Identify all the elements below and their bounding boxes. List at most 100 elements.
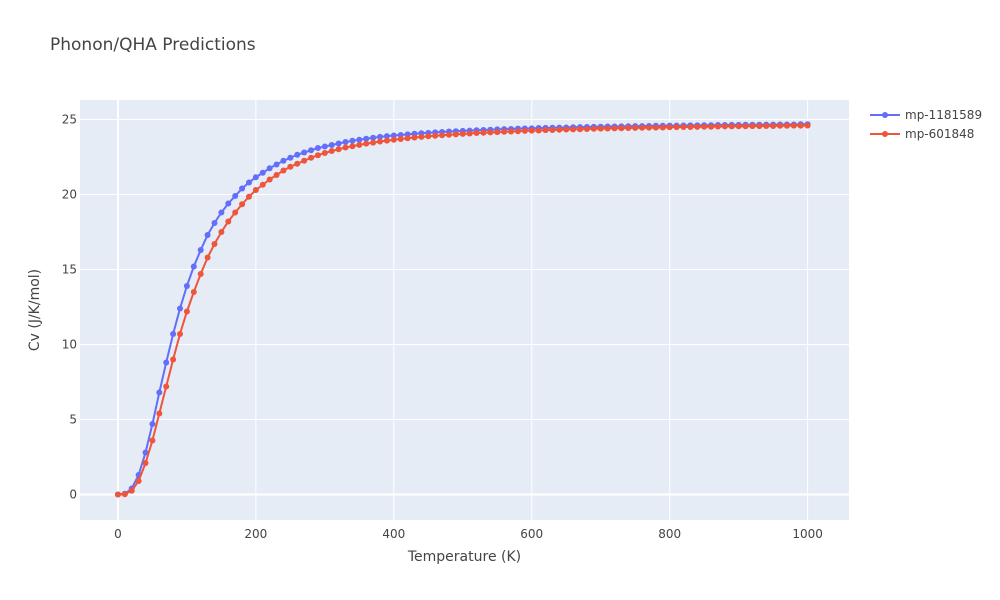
data-point <box>335 146 342 153</box>
data-point <box>121 491 128 498</box>
data-point <box>370 139 377 146</box>
data-point <box>149 421 156 427</box>
data-point <box>397 136 404 142</box>
data-point <box>625 125 632 132</box>
data-point <box>170 331 177 337</box>
data-point <box>528 127 535 134</box>
data-point <box>142 449 149 456</box>
x-tick-label: 600 <box>520 527 543 541</box>
data-point <box>170 356 177 363</box>
data-point <box>321 149 328 156</box>
data-point <box>252 174 259 181</box>
data-point <box>128 487 135 494</box>
legend-swatch-marker <box>882 131 888 137</box>
data-point <box>135 478 142 484</box>
data-point <box>432 132 439 139</box>
legend-swatch-marker <box>882 112 888 118</box>
chart-title: Phonon/QHA Predictions <box>50 35 256 55</box>
data-point <box>645 124 652 131</box>
data-point <box>163 359 170 366</box>
legend: mp-1181589 mp-601848 <box>870 108 982 141</box>
data-point <box>549 127 556 133</box>
data-point <box>797 122 804 129</box>
data-point <box>356 136 363 143</box>
x-tick-label: 0 <box>114 527 122 541</box>
plot-background <box>80 100 849 520</box>
data-point <box>239 185 246 192</box>
data-point <box>314 145 321 151</box>
data-point <box>404 135 411 142</box>
data-point <box>349 143 356 150</box>
legend-label: mp-601848 <box>905 127 974 141</box>
legend-item: mp-601848 <box>870 127 974 141</box>
data-point <box>514 128 521 135</box>
data-point <box>535 127 542 134</box>
x-axis-label: Temperature (K) <box>407 549 521 565</box>
data-point <box>259 169 266 176</box>
y-tick-label: 10 <box>62 338 77 352</box>
data-point <box>349 137 356 144</box>
data-point <box>252 187 259 193</box>
data-point <box>156 410 163 417</box>
data-point <box>721 123 728 130</box>
data-point <box>308 154 315 161</box>
data-point <box>183 283 190 289</box>
data-point <box>604 125 611 132</box>
data-point <box>232 193 239 199</box>
data-point <box>377 138 384 145</box>
data-point <box>694 123 701 130</box>
y-tick-labels: 0 5 10 15 20 25 <box>62 113 77 502</box>
data-point <box>480 129 487 136</box>
x-tick-label: 800 <box>658 527 681 541</box>
data-point <box>266 165 273 172</box>
legend-label: mp-1181589 <box>905 108 982 122</box>
y-tick-label: 5 <box>69 413 77 427</box>
data-point <box>418 133 425 140</box>
data-point <box>673 124 680 131</box>
data-point <box>597 125 604 132</box>
data-point <box>804 122 811 129</box>
data-point <box>294 151 301 158</box>
data-point <box>301 157 308 164</box>
data-point <box>370 134 377 141</box>
data-point <box>211 241 218 247</box>
y-tick-label: 15 <box>62 263 77 277</box>
data-point <box>790 122 797 129</box>
data-point <box>177 305 184 312</box>
data-point <box>390 136 397 143</box>
data-point <box>363 140 370 147</box>
x-tick-label: 1000 <box>792 527 823 541</box>
data-point <box>232 209 239 216</box>
x-tick-labels: 0 200 400 600 800 1000 <box>114 527 823 541</box>
data-point <box>363 135 370 142</box>
data-point <box>708 123 715 130</box>
data-point <box>563 126 570 133</box>
data-point <box>556 126 563 133</box>
data-point <box>770 122 777 129</box>
data-point <box>377 133 384 140</box>
data-point <box>701 123 708 130</box>
data-point <box>583 125 590 132</box>
data-point <box>335 140 342 147</box>
y-tick-label: 25 <box>62 113 77 127</box>
y-axis-label: Cv (J/K/mol) <box>27 269 43 351</box>
data-point <box>666 124 673 131</box>
data-point <box>521 127 528 134</box>
data-point <box>763 122 770 129</box>
data-point <box>197 247 204 253</box>
data-point <box>308 147 315 154</box>
data-point <box>163 383 170 390</box>
series-mp-601848 <box>114 122 811 498</box>
data-point <box>280 157 287 164</box>
data-point <box>328 142 335 148</box>
x-tick-label: 400 <box>382 527 405 541</box>
data-point <box>487 129 494 136</box>
data-point <box>680 124 687 130</box>
data-point <box>611 125 618 132</box>
series-layer <box>114 121 811 498</box>
data-point <box>342 139 349 145</box>
data-point <box>577 126 584 133</box>
data-point <box>590 125 597 132</box>
data-point <box>287 154 294 161</box>
data-point <box>742 123 749 130</box>
